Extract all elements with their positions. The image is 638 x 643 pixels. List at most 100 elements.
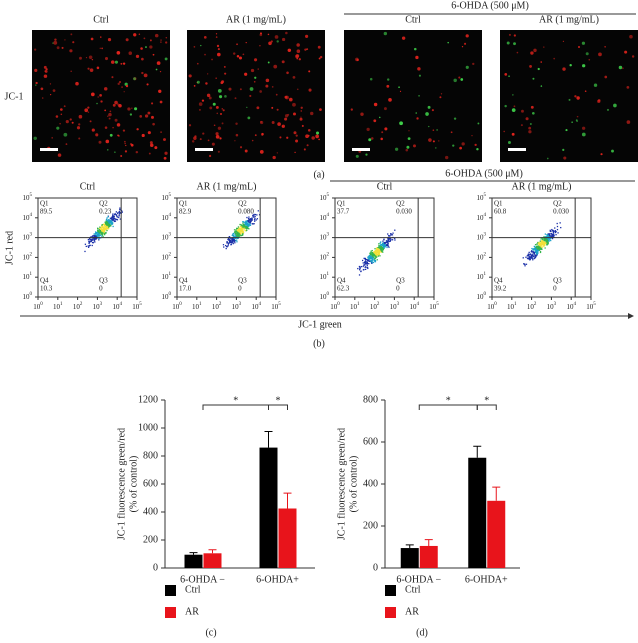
event-dot: [84, 243, 87, 245]
event-dot: [104, 232, 106, 235]
fluorescence-spot: [224, 95, 227, 98]
column-label: AR (1 mg/mL): [539, 14, 599, 25]
event-dot: [545, 239, 548, 242]
fluorescence-spot: [461, 142, 465, 146]
event-dot: [372, 259, 374, 261]
event-dot: [539, 250, 542, 253]
event-dot: [227, 242, 230, 245]
fluorescence-spot: [629, 34, 633, 39]
event-dot: [113, 219, 115, 222]
fluorescence-spot: [209, 106, 213, 110]
event-dot: [549, 229, 551, 232]
x-tick-label: 103: [93, 302, 103, 310]
fluorescence-spot: [215, 36, 218, 38]
fluorescence-spot: [244, 72, 248, 76]
fluorescence-spot: [399, 121, 403, 126]
fluorescence-spot: [585, 52, 589, 56]
tick-base: 10: [162, 253, 170, 261]
event-dot: [103, 227, 106, 230]
fluorescence-spot: [528, 130, 532, 134]
fluorescence-spot: [622, 67, 624, 70]
event-dot: [377, 246, 379, 249]
event-dot: [257, 210, 259, 212]
fluorescence-spot: [91, 58, 94, 61]
fluorescence-spot: [117, 134, 120, 137]
tick-exponent: 2: [30, 253, 33, 258]
fluorescence-spot: [543, 46, 545, 48]
event-dot: [539, 246, 541, 248]
event-dot: [112, 225, 114, 228]
event-dot: [381, 243, 384, 245]
caption: (c): [205, 627, 216, 638]
event-dot: [107, 223, 109, 226]
fluorescence-spot: [398, 86, 400, 89]
event-dot: [374, 250, 376, 252]
fluorescence-spot: [300, 116, 302, 118]
fluorescence-spot: [427, 105, 431, 109]
event-dot: [374, 251, 376, 253]
fluorescence-spot: [394, 147, 399, 151]
fluorescence-spot: [571, 121, 573, 123]
event-dot: [540, 240, 542, 243]
event-dot: [536, 249, 538, 252]
micrograph: [500, 30, 638, 162]
fluorescence-spot: [373, 119, 377, 123]
event-dot: [106, 225, 108, 228]
event-dot: [254, 217, 256, 220]
fluorescence-spot: [296, 88, 299, 91]
event-dot: [239, 233, 242, 235]
quadrant-percent: 37.7: [337, 208, 350, 216]
fluorescence-spot: [318, 138, 320, 141]
event-dot: [108, 219, 110, 221]
fluorescence-spot: [154, 146, 158, 150]
event-dot: [98, 239, 100, 241]
column-label: Ctrl: [80, 181, 96, 192]
fluorescence-spot: [97, 96, 99, 98]
bar: [259, 447, 278, 568]
event-dot: [100, 232, 102, 235]
tick-exponent: 1: [514, 302, 517, 307]
event-dot: [252, 214, 254, 217]
plot-frame: [176, 197, 277, 298]
event-dot: [528, 258, 531, 260]
quadrant-name: Q3: [99, 277, 108, 285]
fluorescence-spot: [99, 94, 102, 97]
tick-base: 10: [112, 303, 120, 311]
x-tick-label: 104: [566, 302, 576, 310]
tick-exponent: 4: [169, 213, 172, 218]
event-dot: [371, 256, 373, 258]
fluorescence-spot: [450, 131, 453, 134]
event-dot: [241, 234, 244, 236]
fluorescence-spot: [562, 148, 565, 151]
fluorescence-spot: [143, 37, 146, 40]
fluorescence-spot: [593, 83, 598, 87]
event-dot: [119, 209, 121, 211]
event-dot: [546, 234, 548, 236]
event-dot: [364, 260, 367, 262]
tick-exponent: 5: [169, 193, 172, 198]
fluorescence-spot: [221, 122, 224, 125]
event-dot: [383, 244, 385, 246]
event-dot: [525, 256, 527, 258]
fluorescence-spot: [562, 40, 565, 43]
fluorescence-spot: [136, 128, 139, 131]
fluorescence-spot: [79, 56, 82, 60]
event-dot: [242, 221, 245, 223]
event-dot: [387, 239, 390, 241]
event-dot: [378, 243, 380, 245]
event-dot: [388, 235, 390, 237]
event-dot: [375, 249, 378, 251]
event-dot: [540, 238, 542, 240]
event-dot: [242, 223, 244, 226]
fluorescence-spot: [271, 106, 274, 109]
fluorescence-spot: [537, 67, 540, 71]
fluorescence-spot: [260, 120, 264, 125]
event-dot: [231, 239, 233, 241]
fluorescence-spot: [464, 42, 467, 45]
event-dot: [232, 233, 234, 235]
fluorescence-spot: [215, 33, 218, 35]
event-dot: [536, 243, 538, 245]
fluorescence-spot: [300, 106, 303, 109]
tick-base: 10: [477, 194, 485, 202]
quadrant-name: Q3: [553, 277, 562, 285]
